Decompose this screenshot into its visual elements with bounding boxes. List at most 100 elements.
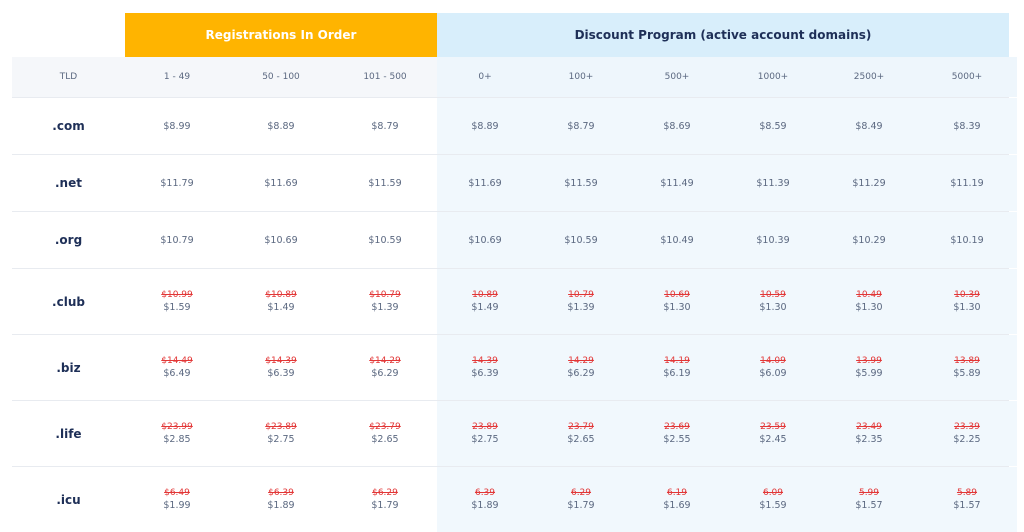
price-value: $8.69	[663, 120, 691, 132]
pricing-table: Registrations In Order Discount Program …	[12, 13, 1017, 532]
price-value: $1.59	[163, 302, 191, 313]
original-price: 10.59	[760, 290, 786, 300]
price-cell: $14.39 $6.39	[229, 335, 333, 400]
table-row: .life $23.99 $2.85 $23.89 $2.75 $23.79 $2.65 23…	[12, 400, 1017, 466]
original-price: $23.99	[161, 422, 193, 432]
price-cell: $23.79 $2.65	[333, 401, 437, 466]
price-cell: 14.29 $6.29	[533, 335, 629, 400]
price-value: $6.49	[163, 368, 191, 379]
tld-cell: .com	[52, 119, 85, 133]
discount-program-header: Discount Program (active account domains…	[437, 13, 1009, 57]
price-cell: 14.19 $6.19	[629, 335, 725, 400]
price-cell: 10.69 $1.30	[629, 269, 725, 334]
price-value: $1.39	[371, 302, 399, 313]
original-price: 10.89	[472, 290, 498, 300]
price-value: $1.39	[567, 302, 595, 313]
price-cell: $11.49	[629, 155, 725, 211]
price-value: $2.35	[855, 434, 883, 445]
price-value: $8.79	[371, 120, 399, 132]
price-cell: 6.39 $1.89	[437, 467, 533, 532]
original-price: $10.99	[161, 290, 193, 300]
price-cell: $10.59	[533, 212, 629, 268]
price-cell: 10.79 $1.39	[533, 269, 629, 334]
price-cell: $11.69	[229, 155, 333, 211]
original-price: $6.49	[164, 488, 190, 498]
price-value: $11.69	[264, 177, 298, 189]
price-value: $10.79	[160, 234, 194, 246]
price-cell: 6.19 $1.69	[629, 467, 725, 532]
price-cell: $6.29 $1.79	[333, 467, 437, 532]
price-cell: $8.99	[125, 98, 229, 154]
tld-cell: .biz	[56, 360, 81, 375]
price-value: $1.99	[163, 500, 191, 511]
price-value: $2.45	[759, 434, 787, 445]
price-cell: 14.39 $6.39	[437, 335, 533, 400]
price-value: $1.30	[855, 302, 883, 313]
column-header-500plus: 500+	[629, 57, 725, 97]
price-value: $10.69	[264, 234, 298, 246]
price-cell: $8.39	[917, 98, 1017, 154]
price-cell: $14.49 $6.49	[125, 335, 229, 400]
price-value: $2.75	[267, 434, 295, 445]
price-cell: 6.29 $1.79	[533, 467, 629, 532]
price-value: $8.39	[953, 120, 981, 132]
price-value: $8.99	[163, 120, 191, 132]
original-price: 10.39	[954, 290, 980, 300]
price-cell: 23.39 $2.25	[917, 401, 1017, 466]
price-value: $8.89	[267, 120, 295, 132]
column-header-1-49: 1 - 49	[163, 72, 191, 82]
price-cell: 10.89 $1.49	[437, 269, 533, 334]
price-cell: 14.09 $6.09	[725, 335, 821, 400]
price-cell: 13.89 $5.89	[917, 335, 1017, 400]
price-cell: $6.49 $1.99	[125, 467, 229, 532]
table-row: .org $10.79 $10.69 $10.59 $10.69 $10.59 $10.49…	[12, 211, 1017, 268]
table-row: .net $11.79 $11.69 $11.59 $11.69 $11.59 $11.49…	[12, 154, 1017, 211]
price-cell: $10.49	[629, 212, 725, 268]
price-value: $1.30	[759, 302, 787, 313]
original-price: $23.79	[369, 422, 401, 432]
price-cell: 10.39 $1.30	[917, 269, 1017, 334]
price-cell: $11.59	[333, 155, 437, 211]
price-cell: 13.99 $5.99	[821, 335, 917, 400]
price-value: $1.57	[953, 500, 981, 511]
price-cell: $10.69	[437, 212, 533, 268]
price-value: $2.65	[371, 434, 399, 445]
table-row: .club $10.99 $1.59 $10.89 $1.49 $10.79 $1.39 10…	[12, 268, 1017, 334]
price-value: $8.59	[759, 120, 787, 132]
column-header-50-100: 50 - 100	[262, 72, 300, 82]
price-value: $6.39	[267, 368, 295, 379]
price-value: $10.49	[660, 234, 694, 246]
price-value: $5.89	[953, 368, 981, 379]
price-cell: 23.69 $2.55	[629, 401, 725, 466]
price-cell: 6.09 $1.59	[725, 467, 821, 532]
price-cell: 5.89 $1.57	[917, 467, 1017, 532]
price-cell: $8.59	[725, 98, 821, 154]
price-value: $6.29	[371, 368, 399, 379]
tld-cell: .club	[52, 294, 85, 309]
price-value: $11.39	[756, 177, 790, 189]
original-price: 23.49	[856, 422, 882, 432]
original-price: $23.89	[265, 422, 297, 432]
price-value: $11.59	[368, 177, 402, 189]
price-cell: $11.59	[533, 155, 629, 211]
price-value: $2.25	[953, 434, 981, 445]
price-value: $8.79	[567, 120, 595, 132]
original-price: $14.39	[265, 356, 297, 366]
price-cell: $6.39 $1.89	[229, 467, 333, 532]
original-price: 10.49	[856, 290, 882, 300]
price-cell: $8.79	[533, 98, 629, 154]
original-price: 5.89	[956, 488, 978, 498]
table-body: .com $8.99 $8.89 $8.79 $8.89 $8.79 $8.69 $8.59 $…	[12, 97, 1017, 532]
tld-cell: .org	[54, 233, 83, 247]
column-header-5000plus: 5000+	[917, 57, 1017, 97]
table-row: .com $8.99 $8.89 $8.79 $8.89 $8.79 $8.69 $8.59 $…	[12, 97, 1017, 154]
price-value: $11.79	[160, 177, 194, 189]
group-header-row: Registrations In Order Discount Program …	[12, 13, 1009, 57]
original-price: $14.49	[161, 356, 193, 366]
original-price: 23.79	[568, 422, 594, 432]
original-price: 10.79	[568, 290, 594, 300]
table-row: .icu $6.49 $1.99 $6.39 $1.89 $6.29 $1.79 6.39 $1…	[12, 466, 1017, 532]
price-value: $8.89	[471, 120, 499, 132]
price-value: $10.19	[950, 234, 984, 246]
table-row: .biz $14.49 $6.49 $14.39 $6.39 $14.29 $6.29 14.…	[12, 334, 1017, 400]
